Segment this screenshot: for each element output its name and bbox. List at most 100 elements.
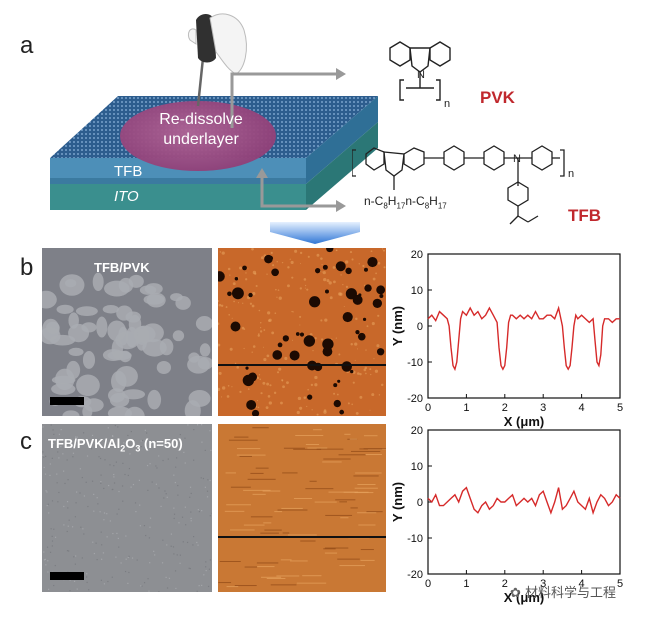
- afm-texture-dot: [336, 393, 339, 396]
- afm-streak: [228, 439, 258, 441]
- chart-c-xtick-label: 3: [540, 578, 546, 590]
- afm-pit: [227, 291, 232, 297]
- sem-grain: [45, 455, 47, 457]
- sem-grain: [177, 494, 179, 496]
- chart-c-ylabel: Y (nm): [390, 482, 405, 522]
- afm-texture-dot: [380, 383, 384, 387]
- sem-grain: [98, 456, 100, 458]
- sem-grain: [193, 429, 195, 431]
- sem-grain: [183, 451, 185, 453]
- sem-domain: [82, 350, 96, 369]
- chart-b-xtick-label: 1: [463, 402, 469, 414]
- sem-grain: [45, 564, 47, 566]
- afm-texture-dot: [294, 249, 298, 253]
- afm-texture-dot: [245, 278, 248, 281]
- afm-texture-dot: [227, 267, 231, 271]
- sem-grain: [108, 484, 110, 487]
- afm-streak: [282, 532, 290, 534]
- sem-grain: [64, 482, 66, 485]
- sem-grain: [72, 452, 75, 454]
- afm-streak: [244, 566, 258, 568]
- chart-c-ytick-label: 20: [411, 425, 423, 437]
- afm-texture-dot: [296, 410, 300, 415]
- sem-grain: [156, 467, 158, 469]
- afm-streak: [324, 547, 349, 549]
- afm-texture-dot: [351, 258, 354, 261]
- sem-grain: [198, 511, 200, 513]
- afm-pit: [230, 321, 241, 332]
- sem-grain: [166, 496, 168, 498]
- afm-texture-dot: [291, 276, 294, 279]
- afm-texture-dot: [263, 357, 267, 362]
- afm-streak: [354, 492, 374, 494]
- afm-texture-dot: [275, 288, 277, 291]
- afm-streak: [354, 487, 378, 489]
- afm-streak: [338, 454, 366, 456]
- sem-grain: [140, 440, 142, 442]
- sem-domain: [92, 272, 104, 292]
- sem-grain: [81, 476, 83, 479]
- sidechain-sub-2: 8: [424, 201, 430, 211]
- sem-domain: [76, 374, 100, 397]
- afm-texture-dot: [220, 304, 224, 308]
- afm-texture-dot: [354, 342, 358, 346]
- afm-texture-dot: [221, 251, 225, 255]
- sem-grain: [54, 564, 56, 567]
- afm-streak: [257, 566, 275, 568]
- sem-grain: [60, 446, 62, 448]
- sem-grain: [146, 439, 148, 441]
- afm-streak: [250, 472, 264, 474]
- afm-texture-dot: [316, 253, 320, 257]
- sem-grain: [67, 507, 69, 509]
- sem-grain: [63, 470, 65, 472]
- afm-streak: [344, 433, 351, 435]
- sem-grain: [81, 557, 83, 559]
- sem-domain: [107, 350, 132, 361]
- afm-streak: [328, 491, 358, 493]
- afm-streak: [295, 434, 324, 436]
- afm-streak: [252, 493, 266, 495]
- sem-grain: [139, 504, 141, 506]
- afm-streak: [325, 514, 353, 516]
- afm-texture-dot: [326, 279, 330, 283]
- afm-streak: [302, 575, 322, 577]
- sem-grain: [146, 464, 149, 467]
- chart-c-xtick-label: 1: [463, 578, 469, 590]
- sem-grain: [205, 569, 207, 572]
- sem-grain: [74, 436, 77, 438]
- sem-grain: [177, 484, 179, 487]
- sem-grain: [109, 464, 111, 466]
- sem-grain: [111, 576, 113, 578]
- afm-pit: [333, 383, 338, 388]
- sem-grain: [44, 473, 47, 475]
- afm-texture-dot: [371, 322, 375, 326]
- afm-streak: [305, 443, 320, 445]
- afm-streak: [243, 524, 265, 526]
- afm-streak: [256, 562, 279, 564]
- afm-pit: [362, 317, 367, 321]
- sem-grain: [91, 448, 93, 450]
- afm-pit: [350, 369, 354, 374]
- sem-grain: [45, 490, 47, 492]
- device-schematic: [50, 13, 378, 244]
- tfb-subscript: n: [568, 168, 575, 180]
- sem-grain: [57, 501, 59, 503]
- sem-grain: [51, 457, 53, 459]
- chart-b-xtick-label: 2: [502, 402, 508, 414]
- afm-streak: [239, 455, 252, 457]
- sem-grain: [95, 542, 97, 544]
- sem-grain: [141, 439, 144, 442]
- afm-texture-dot: [307, 255, 310, 258]
- sem-grain: [97, 503, 99, 505]
- sem-grain: [151, 481, 153, 483]
- afm-texture-dot: [286, 381, 289, 385]
- afm-texture-dot: [356, 372, 360, 375]
- svg-text:N: N: [417, 69, 425, 81]
- sem-grain: [143, 525, 146, 527]
- sem-grain: [111, 488, 113, 491]
- afm-texture-dot: [354, 359, 356, 361]
- sem-grain: [93, 493, 95, 495]
- afm-texture-dot: [249, 302, 253, 305]
- afm-streak: [355, 472, 382, 474]
- sem-grain: [74, 516, 76, 518]
